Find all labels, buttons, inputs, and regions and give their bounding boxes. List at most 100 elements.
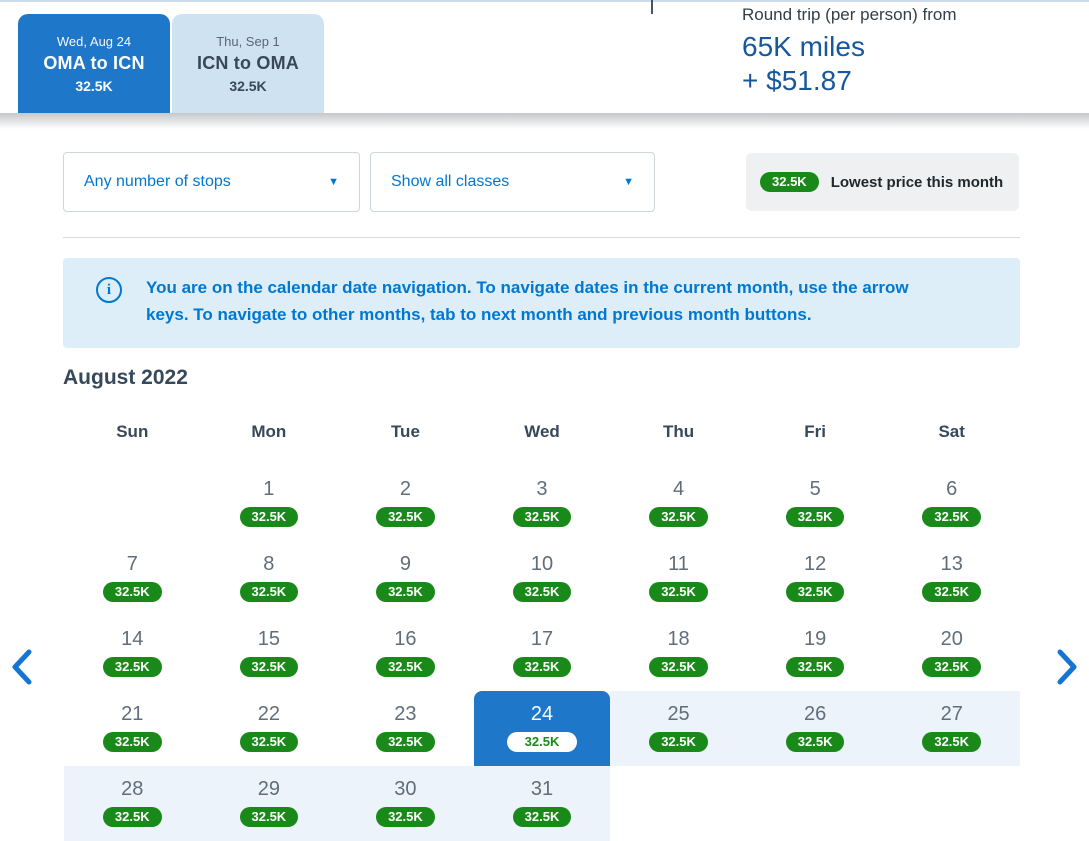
day-number: 25 [667,703,690,725]
weekday-header-wed: Wed [524,422,560,441]
price-badge: 32.5K [922,507,982,527]
calendar-day-11[interactable]: 11 32.5K [610,541,747,616]
day-number: 19 [804,628,827,650]
calendar-day-13[interactable]: 13 32.5K [883,541,1020,616]
weekday-header-sat: Sat [938,422,965,441]
stops-filter-dropdown[interactable]: Any number of stops ▼ [63,152,360,212]
award-calendar: Sun Mon Tue Wed Thu Fri Sat 1 32.5K 2 32.5K 3 32.5K… [64,414,1020,841]
calendar-day-3[interactable]: 3 32.5K [474,466,611,541]
calendar-day-2[interactable]: 2 32.5K [337,466,474,541]
day-number: 21 [121,703,144,725]
day-number: 13 [940,553,963,575]
calendar-empty-cell [747,766,884,841]
calendar-day-20[interactable]: 20 32.5K [883,616,1020,691]
class-filter-dropdown[interactable]: Show all classes ▼ [370,152,655,212]
calendar-day-25[interactable]: 25 32.5K [610,691,747,766]
calendar-day-16[interactable]: 16 32.5K [337,616,474,691]
weekday-header-sun: Sun [116,422,149,441]
calendar-day-23[interactable]: 23 32.5K [337,691,474,766]
calendar-day-5[interactable]: 5 32.5K [747,466,884,541]
price-badge: 32.5K [785,582,845,602]
tab-date: Thu, Sep 1 [216,33,280,49]
calendar-day-29[interactable]: 29 32.5K [200,766,338,841]
day-number: 27 [940,703,963,725]
day-number: 24 [530,703,554,725]
price-badge: 32.5K [239,807,299,827]
day-number: 29 [257,778,280,800]
calendar-day-18[interactable]: 18 32.5K [610,616,747,691]
price-badge: 32.5K [102,732,162,752]
day-number: 5 [809,478,821,500]
header-vertical-divider [651,0,653,14]
calendar-day-7[interactable]: 7 32.5K [64,541,201,616]
day-number: 3 [536,478,548,500]
month-title: August 2022 [63,366,188,389]
day-number: 18 [667,628,690,650]
calendar-day-1[interactable]: 1 32.5K [201,466,338,541]
day-number: 22 [257,703,280,725]
day-number: 15 [257,628,280,650]
calendar-day-24[interactable]: 24 32.5K [473,691,611,766]
price-badge: 32.5K [922,582,982,602]
day-number: 26 [804,703,827,725]
calendar-day-30[interactable]: 30 32.5K [337,766,474,841]
calendar-day-26[interactable]: 26 32.5K [746,691,884,766]
day-number: 2 [399,478,411,500]
chevron-left-icon [12,649,32,685]
top-border-line [0,0,1089,2]
tab-depart-leg[interactable]: Wed, Aug 24 OMA to ICN 32.5K [18,14,170,113]
calendar-day-31[interactable]: 31 32.5K [473,766,611,841]
calendar-day-6[interactable]: 6 32.5K [883,466,1020,541]
price-badge: 32.5K [649,507,708,527]
flight-leg-tabs: Wed, Aug 24 OMA to ICN 32.5K Thu, Sep 1 … [18,14,324,113]
day-number: 30 [394,778,417,800]
calendar-day-10[interactable]: 10 32.5K [474,541,611,616]
weekday-header-row: Sun Mon Tue Wed Thu Fri Sat [64,414,1020,450]
calendar-day-19[interactable]: 19 32.5K [747,616,884,691]
price-badge: 32.5K [785,732,845,752]
calendar-day-9[interactable]: 9 32.5K [337,541,474,616]
price-badge: 32.5K [649,732,708,752]
day-number: 10 [530,553,554,575]
calendar-day-15[interactable]: 15 32.5K [201,616,338,691]
price-badge: 32.5K [506,732,578,752]
price-badge: 32.5K [785,507,845,527]
day-number: 7 [126,553,138,575]
calendar-day-22[interactable]: 22 32.5K [201,691,338,766]
day-number: 8 [263,553,275,575]
day-number: 9 [399,553,411,575]
stops-filter-value: Any number of stops [84,173,231,190]
legend-price-badge: 32.5K [760,172,819,192]
tab-route: ICN to OMA [197,52,299,73]
calendar-day-12[interactable]: 12 32.5K [747,541,884,616]
next-month-button[interactable] [1051,646,1085,688]
price-badge: 32.5K [239,582,299,602]
calendar-day-14[interactable]: 14 32.5K [64,616,201,691]
banner-text: You are on the calendar date navigation.… [146,278,909,324]
calendar-day-17[interactable]: 17 32.5K [474,616,611,691]
calendar-navigation-banner: i You are on the calendar date navigatio… [63,258,1020,348]
calendar-day-27[interactable]: 27 32.5K [883,691,1020,766]
calendar-day-28[interactable]: 28 32.5K [64,766,201,841]
day-number: 17 [530,628,554,650]
price-badge: 32.5K [512,507,572,527]
price-badge: 32.5K [376,732,435,752]
weekday-header-mon: Mon [251,422,287,441]
price-badge: 32.5K [785,657,845,677]
calendar-grid: 1 32.5K 2 32.5K 3 32.5K 4 32.5K 5 32.5K 6 32.5K 7 32.… [64,466,1020,841]
price-badge: 32.5K [239,732,299,752]
day-number: 16 [394,628,417,650]
price-badge: 32.5K [649,582,708,602]
calendar-empty-cell [883,766,1020,841]
calendar-empty-cell [610,766,747,841]
weekday-header-tue: Tue [390,422,420,441]
day-number: 28 [121,778,144,800]
calendar-day-8[interactable]: 8 32.5K [201,541,338,616]
tab-return-leg[interactable]: Thu, Sep 1 ICN to OMA 32.5K [172,14,324,113]
price-badge: 32.5K [376,507,435,527]
previous-month-button[interactable] [4,646,38,688]
calendar-day-21[interactable]: 21 32.5K [64,691,201,766]
tab-date: Wed, Aug 24 [56,33,132,49]
caret-down-icon: ▼ [623,176,634,188]
calendar-day-4[interactable]: 4 32.5K [610,466,747,541]
